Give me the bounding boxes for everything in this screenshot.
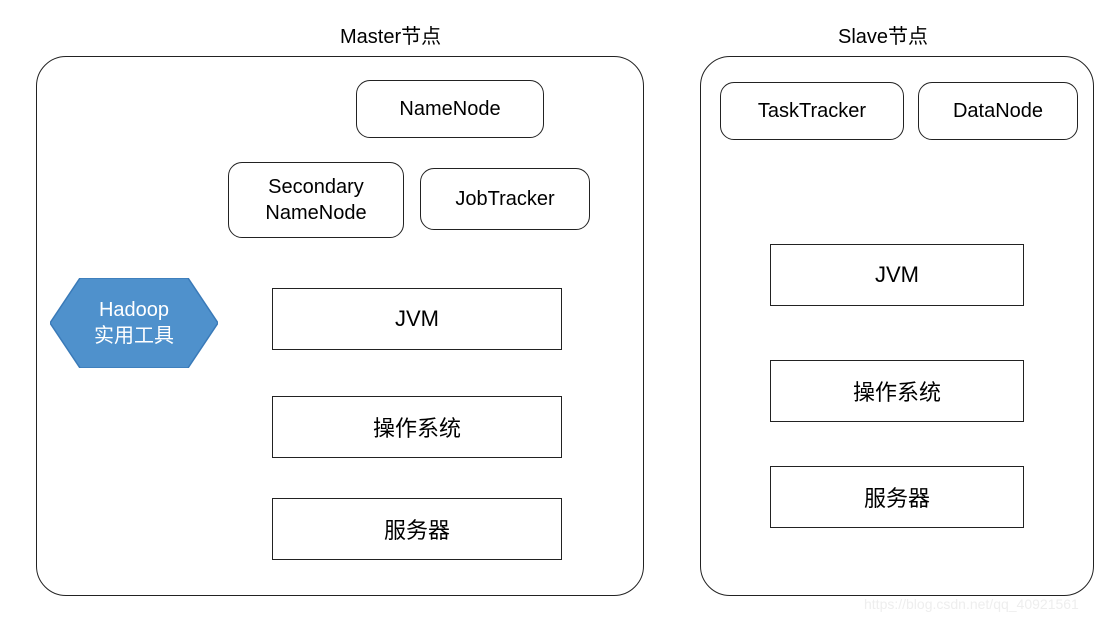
master-os-label: 操作系统	[373, 411, 461, 443]
slave-os-box: 操作系统	[770, 360, 1024, 422]
watermark-text: https://blog.csdn.net/qq_40921561	[864, 596, 1079, 612]
hadoop-tools-hexagon: Hadoop 实用工具	[50, 278, 218, 368]
master-server-box: 服务器	[272, 498, 562, 560]
master-jvm-label: JVM	[395, 306, 439, 332]
hadoop-tools-label: Hadoop 实用工具	[94, 297, 174, 349]
master-title: Master节点	[340, 20, 441, 49]
master-server-label: 服务器	[384, 513, 450, 545]
jobtracker-label: JobTracker	[455, 186, 554, 212]
tasktracker-box: TaskTracker	[720, 82, 904, 140]
datanode-label: DataNode	[953, 98, 1043, 124]
slave-jvm-box: JVM	[770, 244, 1024, 306]
slave-server-box: 服务器	[770, 466, 1024, 528]
namenode-box: NameNode	[356, 80, 544, 138]
slave-title: Slave节点	[838, 20, 928, 49]
namenode-label: NameNode	[399, 96, 500, 122]
secondary-namenode-label: Secondary NameNode	[265, 174, 366, 226]
tasktracker-label: TaskTracker	[758, 98, 866, 124]
slave-os-label: 操作系统	[853, 375, 941, 407]
master-jvm-box: JVM	[272, 288, 562, 350]
slave-jvm-label: JVM	[875, 262, 919, 288]
datanode-box: DataNode	[918, 82, 1078, 140]
master-os-box: 操作系统	[272, 396, 562, 458]
slave-server-label: 服务器	[864, 481, 930, 513]
jobtracker-box: JobTracker	[420, 168, 590, 230]
secondary-namenode-box: Secondary NameNode	[228, 162, 404, 238]
